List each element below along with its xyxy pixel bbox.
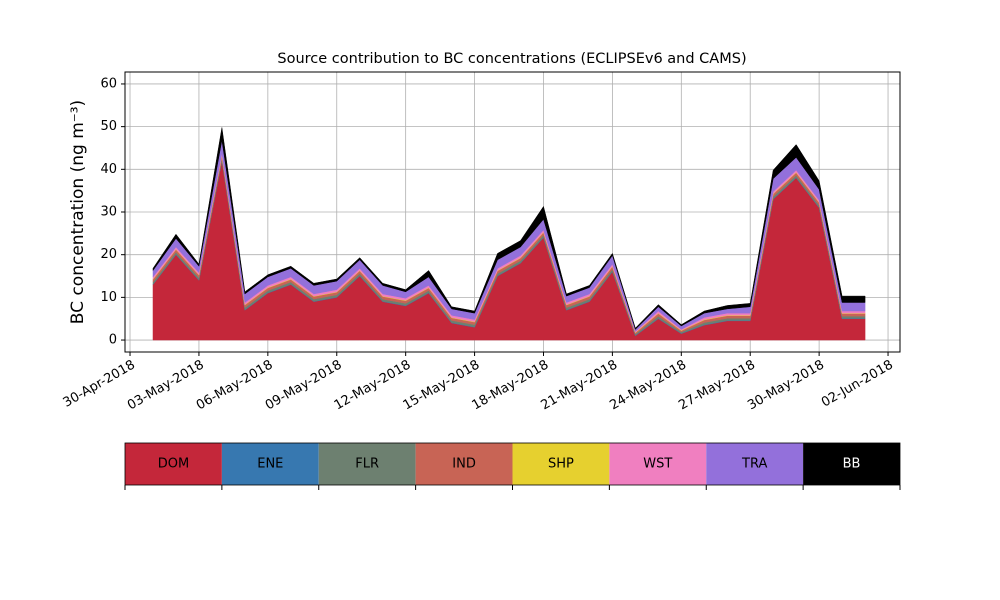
- legend-label: IND: [452, 457, 476, 472]
- legend-label: DOM: [158, 457, 189, 472]
- legend-label: ENE: [257, 457, 283, 472]
- legend-swatch: [609, 443, 707, 485]
- legend-swatch: [221, 443, 319, 485]
- legend: DOM ENE FLR IND SHP WST TRA BB: [124, 442, 901, 490]
- legend-swatch: [803, 443, 900, 485]
- y-tick-label: 50: [100, 119, 117, 134]
- y-tick-label: 20: [100, 247, 117, 262]
- area: [152, 127, 866, 330]
- y-axis-label: BC concentration (ng m⁻³): [68, 100, 88, 324]
- legend-label: WST: [643, 457, 672, 472]
- legend-label: TRA: [741, 457, 767, 472]
- areas: [152, 127, 866, 341]
- legend-swatch: [125, 443, 222, 485]
- y-tick-label: 60: [100, 76, 117, 91]
- legend-swatch: [318, 443, 416, 485]
- legend-label: SHP: [548, 457, 574, 472]
- y-tick-label: 0: [109, 333, 117, 348]
- chart-title: Source contribution to BC concentrations…: [277, 51, 746, 67]
- legend-swatch: [415, 443, 513, 485]
- legend-label: BB: [843, 457, 861, 472]
- legend-swatch: [512, 443, 610, 485]
- legend-swatch: [706, 443, 804, 485]
- y-tick-label: 10: [100, 290, 117, 305]
- y-tick-label: 30: [100, 205, 117, 220]
- legend-label: FLR: [355, 457, 379, 472]
- y-tick-label: 40: [100, 162, 117, 177]
